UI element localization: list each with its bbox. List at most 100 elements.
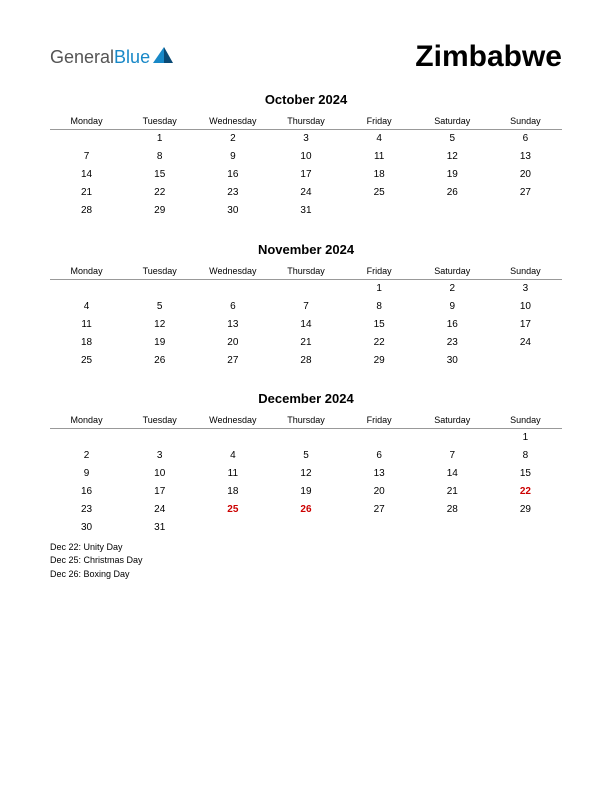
day-cell: 18 <box>50 333 123 351</box>
day-cell <box>196 519 269 537</box>
logo-text-blue: Blue <box>114 47 150 68</box>
day-cell: 24 <box>123 501 196 519</box>
day-cell <box>489 202 562 220</box>
table-row: 123 <box>50 279 562 297</box>
day-cell: 1 <box>123 130 196 148</box>
day-cell: 14 <box>269 315 342 333</box>
day-cell: 22 <box>343 333 416 351</box>
day-cell: 6 <box>196 297 269 315</box>
day-cell: 16 <box>196 166 269 184</box>
day-header: Monday <box>50 412 123 429</box>
day-cell <box>269 429 342 447</box>
day-cell: 6 <box>343 447 416 465</box>
table-row: 23242526272829 <box>50 501 562 519</box>
day-cell: 5 <box>416 130 489 148</box>
table-row: 2345678 <box>50 447 562 465</box>
calendar-table: MondayTuesdayWednesdayThursdayFridaySatu… <box>50 113 562 220</box>
day-cell <box>416 519 489 537</box>
day-cell: 2 <box>196 130 269 148</box>
day-cell: 8 <box>343 297 416 315</box>
day-cell <box>343 519 416 537</box>
day-cell: 8 <box>123 148 196 166</box>
day-cell: 26 <box>269 501 342 519</box>
day-cell: 10 <box>123 465 196 483</box>
day-cell: 7 <box>416 447 489 465</box>
day-header: Saturday <box>416 263 489 280</box>
day-header: Thursday <box>269 412 342 429</box>
day-cell <box>196 279 269 297</box>
day-cell: 12 <box>269 465 342 483</box>
table-row: 21222324252627 <box>50 184 562 202</box>
month-block: November 2024MondayTuesdayWednesdayThurs… <box>50 242 562 370</box>
day-cell <box>269 279 342 297</box>
day-cell: 19 <box>416 166 489 184</box>
day-cell: 17 <box>269 166 342 184</box>
day-cell: 20 <box>196 333 269 351</box>
day-cell: 16 <box>50 483 123 501</box>
day-cell: 24 <box>269 184 342 202</box>
day-cell: 21 <box>50 184 123 202</box>
day-cell: 23 <box>196 184 269 202</box>
day-cell: 29 <box>123 202 196 220</box>
day-cell: 23 <box>50 501 123 519</box>
day-cell: 18 <box>196 483 269 501</box>
day-cell: 3 <box>269 130 342 148</box>
day-header: Saturday <box>416 412 489 429</box>
day-cell: 22 <box>123 184 196 202</box>
day-header: Saturday <box>416 113 489 130</box>
day-header: Friday <box>343 113 416 130</box>
day-cell: 26 <box>416 184 489 202</box>
day-header: Tuesday <box>123 263 196 280</box>
day-cell: 11 <box>196 465 269 483</box>
day-cell: 3 <box>123 447 196 465</box>
table-row: 14151617181920 <box>50 166 562 184</box>
day-cell: 7 <box>269 297 342 315</box>
day-header: Monday <box>50 113 123 130</box>
day-cell: 21 <box>269 333 342 351</box>
day-cell: 27 <box>343 501 416 519</box>
day-cell: 11 <box>343 148 416 166</box>
country-title: Zimbabwe <box>415 40 562 74</box>
day-cell <box>269 519 342 537</box>
day-header: Thursday <box>269 263 342 280</box>
table-row: 28293031 <box>50 202 562 220</box>
day-cell: 25 <box>50 351 123 369</box>
day-cell: 19 <box>123 333 196 351</box>
day-cell <box>50 130 123 148</box>
day-cell: 30 <box>416 351 489 369</box>
table-row: 45678910 <box>50 297 562 315</box>
day-cell: 25 <box>196 501 269 519</box>
day-cell: 22 <box>489 483 562 501</box>
day-cell: 3 <box>489 279 562 297</box>
day-cell: 24 <box>489 333 562 351</box>
day-cell: 12 <box>123 315 196 333</box>
day-cell: 13 <box>196 315 269 333</box>
day-cell: 5 <box>269 447 342 465</box>
holidays-list: Dec 22: Unity DayDec 25: Christmas DayDe… <box>50 541 562 582</box>
logo-text-general: General <box>50 47 114 68</box>
day-cell: 19 <box>269 483 342 501</box>
table-row: 16171819202122 <box>50 483 562 501</box>
day-cell <box>50 279 123 297</box>
day-header: Thursday <box>269 113 342 130</box>
day-cell <box>416 429 489 447</box>
day-cell: 30 <box>50 519 123 537</box>
table-row: 9101112131415 <box>50 465 562 483</box>
day-cell: 8 <box>489 447 562 465</box>
day-cell: 14 <box>416 465 489 483</box>
day-cell: 7 <box>50 148 123 166</box>
holiday-entry: Dec 22: Unity Day <box>50 541 562 555</box>
triangle-icon <box>153 47 173 68</box>
day-cell: 2 <box>416 279 489 297</box>
day-cell <box>489 519 562 537</box>
day-cell: 14 <box>50 166 123 184</box>
day-cell: 21 <box>416 483 489 501</box>
day-cell: 27 <box>196 351 269 369</box>
day-cell: 28 <box>416 501 489 519</box>
day-cell: 1 <box>489 429 562 447</box>
day-cell: 17 <box>123 483 196 501</box>
table-row: 123456 <box>50 130 562 148</box>
table-row: 3031 <box>50 519 562 537</box>
day-cell: 27 <box>489 184 562 202</box>
day-header: Tuesday <box>123 113 196 130</box>
